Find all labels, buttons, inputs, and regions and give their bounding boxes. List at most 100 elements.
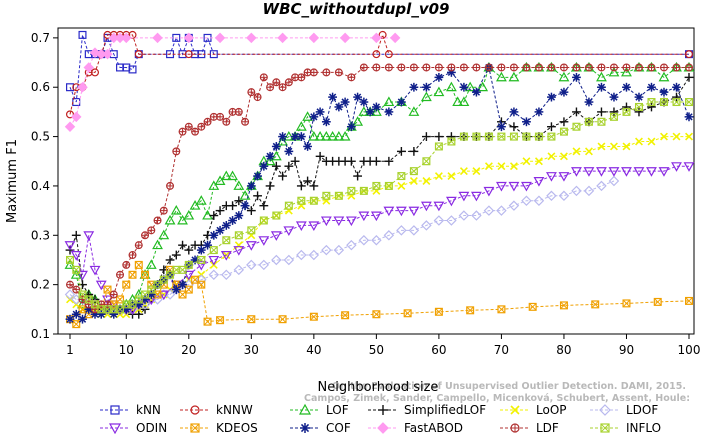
data-point (446, 215, 457, 226)
data-point (134, 241, 143, 250)
data-point (397, 63, 406, 72)
x-tick-label: 30 (244, 343, 259, 357)
data-point (190, 405, 200, 415)
data-point (409, 167, 418, 176)
data-point (128, 270, 137, 279)
data-point (227, 170, 238, 181)
data-point (408, 206, 420, 217)
data-point (284, 161, 294, 171)
data-point (233, 246, 245, 256)
data-point (178, 240, 187, 250)
data-point (584, 117, 593, 126)
data-point (64, 289, 76, 300)
legend-label: ODIN (136, 421, 167, 434)
data-point (572, 147, 581, 156)
data-point (534, 132, 543, 141)
data-point (234, 211, 244, 220)
data-point (378, 405, 388, 415)
data-point (558, 190, 570, 202)
data-point (220, 251, 232, 261)
watermark-line: Campos, Zimek, Sander, Campello, Micenko… (304, 393, 690, 404)
data-point (591, 300, 600, 309)
data-point (341, 311, 350, 320)
x-tick-label: 70 (494, 343, 509, 357)
data-point (184, 122, 193, 131)
data-point (459, 63, 468, 72)
data-point (346, 239, 357, 251)
data-point (71, 230, 81, 240)
data-point (78, 314, 87, 324)
data-point (321, 117, 331, 127)
data-point (170, 204, 182, 215)
data-point (608, 66, 620, 77)
data-point (389, 32, 401, 44)
data-point (134, 50, 143, 59)
data-point (522, 157, 531, 166)
data-point (309, 112, 319, 122)
data-point (635, 137, 643, 146)
data-point (683, 162, 695, 172)
data-point (216, 112, 225, 121)
data-point (197, 280, 206, 289)
data-point (609, 63, 618, 72)
data-point (253, 93, 262, 102)
data-point (239, 190, 251, 200)
data-point (109, 290, 118, 299)
data-point (195, 195, 207, 205)
data-point (408, 225, 420, 236)
data-point (659, 87, 669, 97)
data-point (91, 68, 100, 77)
data-point (102, 295, 113, 306)
data-point (159, 275, 168, 284)
data-point (265, 181, 275, 191)
series-kdeos (65, 260, 693, 329)
y-tick-label: 0.3 (31, 228, 50, 242)
data-point (647, 82, 656, 92)
data-point (547, 152, 556, 161)
data-point (216, 316, 225, 325)
data-point (102, 48, 113, 60)
legend-label: kNNW (216, 403, 253, 417)
data-point (508, 71, 520, 82)
series-layer (64, 30, 695, 329)
data-point (622, 102, 631, 112)
y-tick-label: 0.1 (31, 327, 50, 341)
series-inflo (65, 98, 693, 314)
data-point (128, 251, 137, 260)
data-point (584, 97, 594, 107)
legend-label: FastABOD (404, 421, 463, 434)
data-point (572, 107, 581, 117)
data-point (147, 226, 156, 235)
data-point (472, 63, 481, 72)
data-point (247, 315, 256, 324)
data-point (684, 50, 693, 59)
data-point (433, 215, 445, 226)
data-point (384, 156, 394, 166)
data-point (246, 181, 256, 191)
legend-label: LoOP (536, 403, 567, 417)
data-point (208, 180, 220, 190)
legend-item-kdeos: KDEOS (180, 421, 258, 434)
data-point (395, 206, 407, 217)
data-point (420, 201, 432, 212)
data-point (315, 151, 325, 161)
series-line (69, 33, 689, 115)
data-point (521, 195, 532, 206)
data-point (278, 83, 287, 92)
data-point (646, 167, 657, 177)
data-point (246, 32, 257, 44)
data-point (240, 201, 250, 211)
data-point (133, 288, 145, 299)
data-point (477, 81, 489, 92)
data-point (271, 161, 281, 171)
data-point (184, 50, 193, 59)
data-point (158, 229, 170, 240)
data-point (70, 269, 82, 279)
data-point (266, 83, 275, 92)
data-point (328, 92, 338, 102)
data-point (684, 98, 693, 107)
data-point (484, 63, 493, 72)
data-point (145, 259, 157, 269)
legend-item-ldof: LDOF (590, 403, 658, 417)
